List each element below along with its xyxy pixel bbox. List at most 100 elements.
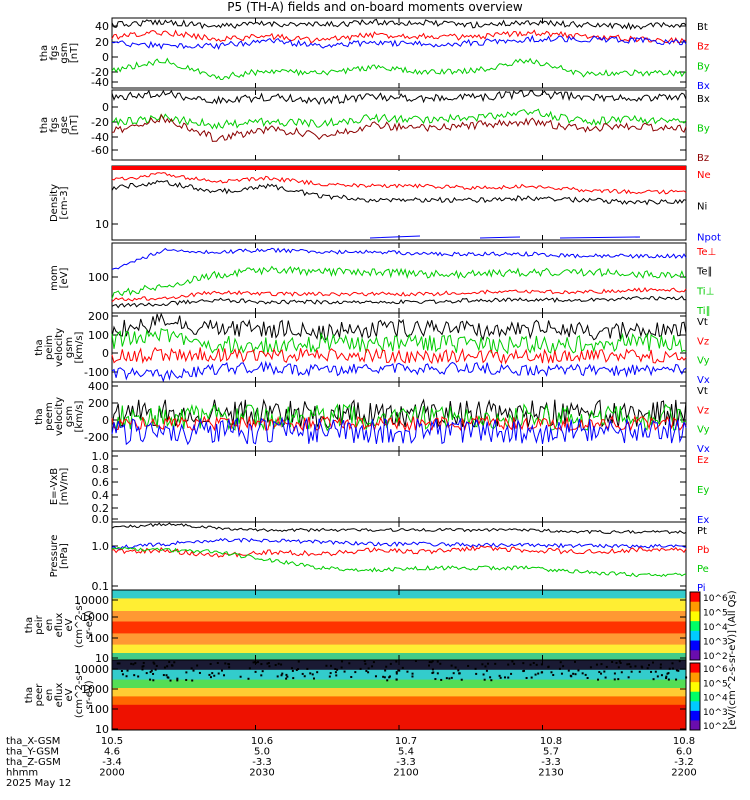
spectrogram-noise: [191, 679, 194, 682]
series-line-te-perp: [111, 247, 687, 270]
legend-npot: Npot: [697, 233, 721, 244]
series-line-ni: [111, 180, 687, 206]
spectrogram-noise: [630, 670, 633, 673]
panel-ylabel: Pressure: [49, 535, 60, 578]
orbit-row-value: 10.5: [101, 736, 123, 747]
orbit-row-value: 5.0: [254, 747, 270, 758]
panel-ylabel: en: [44, 619, 55, 632]
orbit-row-value: 5.4: [398, 747, 414, 758]
spectrogram-noise: [301, 672, 304, 675]
spectrogram-noise: [671, 662, 674, 665]
spectrogram-noise: [611, 660, 614, 663]
spectrogram-noise: [535, 663, 538, 666]
panel-ylabel: tha: [39, 117, 50, 133]
spectrogram-noise: [316, 671, 319, 674]
spectrogram-noise: [126, 669, 129, 672]
spectrogram-noise: [522, 669, 525, 672]
y-tick-label: -40: [91, 76, 109, 89]
spectrogram-band: [112, 598, 686, 612]
spectrogram-noise: [503, 676, 506, 679]
spectrogram-noise: [228, 666, 231, 669]
y-tick-label: 0.4: [92, 489, 110, 502]
spectrogram-band: [112, 696, 686, 706]
spectrogram-noise: [634, 665, 637, 668]
panel-10: 10000 1000 100 10 tha peer en eflux eV (cm^2-s-sr…: [24, 659, 688, 736]
colorbar-swatch: [690, 691, 700, 702]
spectrogram-noise: [340, 666, 343, 669]
spectrogram-noise: [513, 662, 516, 665]
orbit-row-value: 10.7: [395, 736, 417, 747]
spectrogram-noise: [388, 675, 391, 678]
legend-bz: Bz: [697, 42, 709, 53]
spectrogram-noise: [652, 661, 655, 664]
spectrogram-noise: [507, 663, 510, 666]
spectrogram-noise: [254, 670, 257, 673]
spectrogram-noise: [130, 662, 133, 665]
spectrogram-noise: [213, 674, 216, 677]
spectrogram-noise: [386, 679, 389, 682]
series-line-bz: [111, 29, 687, 44]
spectrogram-noise: [266, 662, 269, 665]
spectrogram-noise: [603, 670, 606, 673]
legend-ti∥: Ti∥: [696, 306, 711, 317]
y-tick-label: 0: [102, 347, 109, 360]
spectrogram-noise: [395, 660, 398, 663]
spectrogram-noise: [458, 672, 461, 675]
spectrogram-noise: [652, 678, 655, 681]
spectrogram-noise: [198, 671, 201, 674]
legend-vx: Vx: [697, 375, 710, 386]
spectrogram-noise: [118, 662, 121, 665]
colorbar-tick-label: 10^4: [703, 623, 728, 633]
spectrogram-noise: [452, 672, 455, 675]
y-tick-label: 0.8: [92, 463, 110, 476]
panel-1: 40 20 0 -20-40 tha fgs gsm [nT] Bt Bz By Bx: [39, 17, 710, 92]
orbit-row-value: 2000: [99, 768, 124, 779]
y-tick-label: 0: [102, 101, 109, 114]
spectrogram-noise: [667, 678, 670, 681]
panel-ylabel: mom: [49, 265, 60, 291]
panel-ylabel: [km/s]: [74, 331, 85, 363]
spectrogram-noise: [152, 672, 155, 675]
spectrogram-noise: [558, 667, 561, 670]
series-line-by: [111, 57, 687, 81]
orbit-row-value: 10.6: [251, 736, 273, 747]
spectrogram-noise: [675, 669, 678, 672]
spectrogram-noise: [572, 672, 575, 675]
spectrogram-noise: [615, 661, 618, 664]
legend-pi: Pi: [697, 583, 706, 594]
spectrogram-noise: [638, 670, 641, 673]
spectrogram-noise: [208, 673, 211, 676]
spectrogram-noise: [256, 661, 259, 664]
spectrogram-noise: [267, 661, 270, 664]
spectrogram-noise: [277, 662, 280, 665]
spectrogram-noise: [659, 663, 662, 666]
colorbar-tick-label: 10^2: [703, 652, 728, 662]
series-line-bz: [111, 113, 687, 142]
series-line-ne: [111, 172, 687, 195]
panel-ylabel: gse: [59, 116, 70, 134]
y-tick-label: 10: [95, 218, 109, 231]
spectrogram-noise: [675, 678, 678, 681]
spectrogram-noise: [280, 663, 283, 666]
spectrogram-noise: [142, 665, 145, 668]
panel-ylabel: gsm: [59, 42, 70, 63]
spectrogram-noise: [260, 663, 263, 666]
spectrogram-noise: [292, 677, 295, 680]
y-tick-label: 200: [88, 310, 109, 323]
spectrogram-noise: [149, 670, 152, 673]
spectrogram-noise: [367, 667, 370, 670]
legend-vz: Vz: [697, 336, 709, 347]
spectrogram-noise: [290, 667, 293, 670]
series-line-vz: [111, 414, 687, 433]
spectrogram-noise: [372, 661, 375, 664]
spectrogram-noise: [364, 662, 367, 665]
spectrogram-noise: [165, 674, 168, 677]
panel-ylabel: velocity: [54, 397, 65, 436]
spectrogram-noise: [414, 660, 417, 663]
spectrogram-noise: [133, 674, 136, 677]
spectrogram-noise: [329, 672, 332, 675]
legend-vy: Vy: [697, 425, 710, 436]
spectrogram-noise: [586, 677, 589, 680]
spectrogram-noise: [450, 676, 453, 679]
spectrogram-noise: [485, 669, 488, 672]
